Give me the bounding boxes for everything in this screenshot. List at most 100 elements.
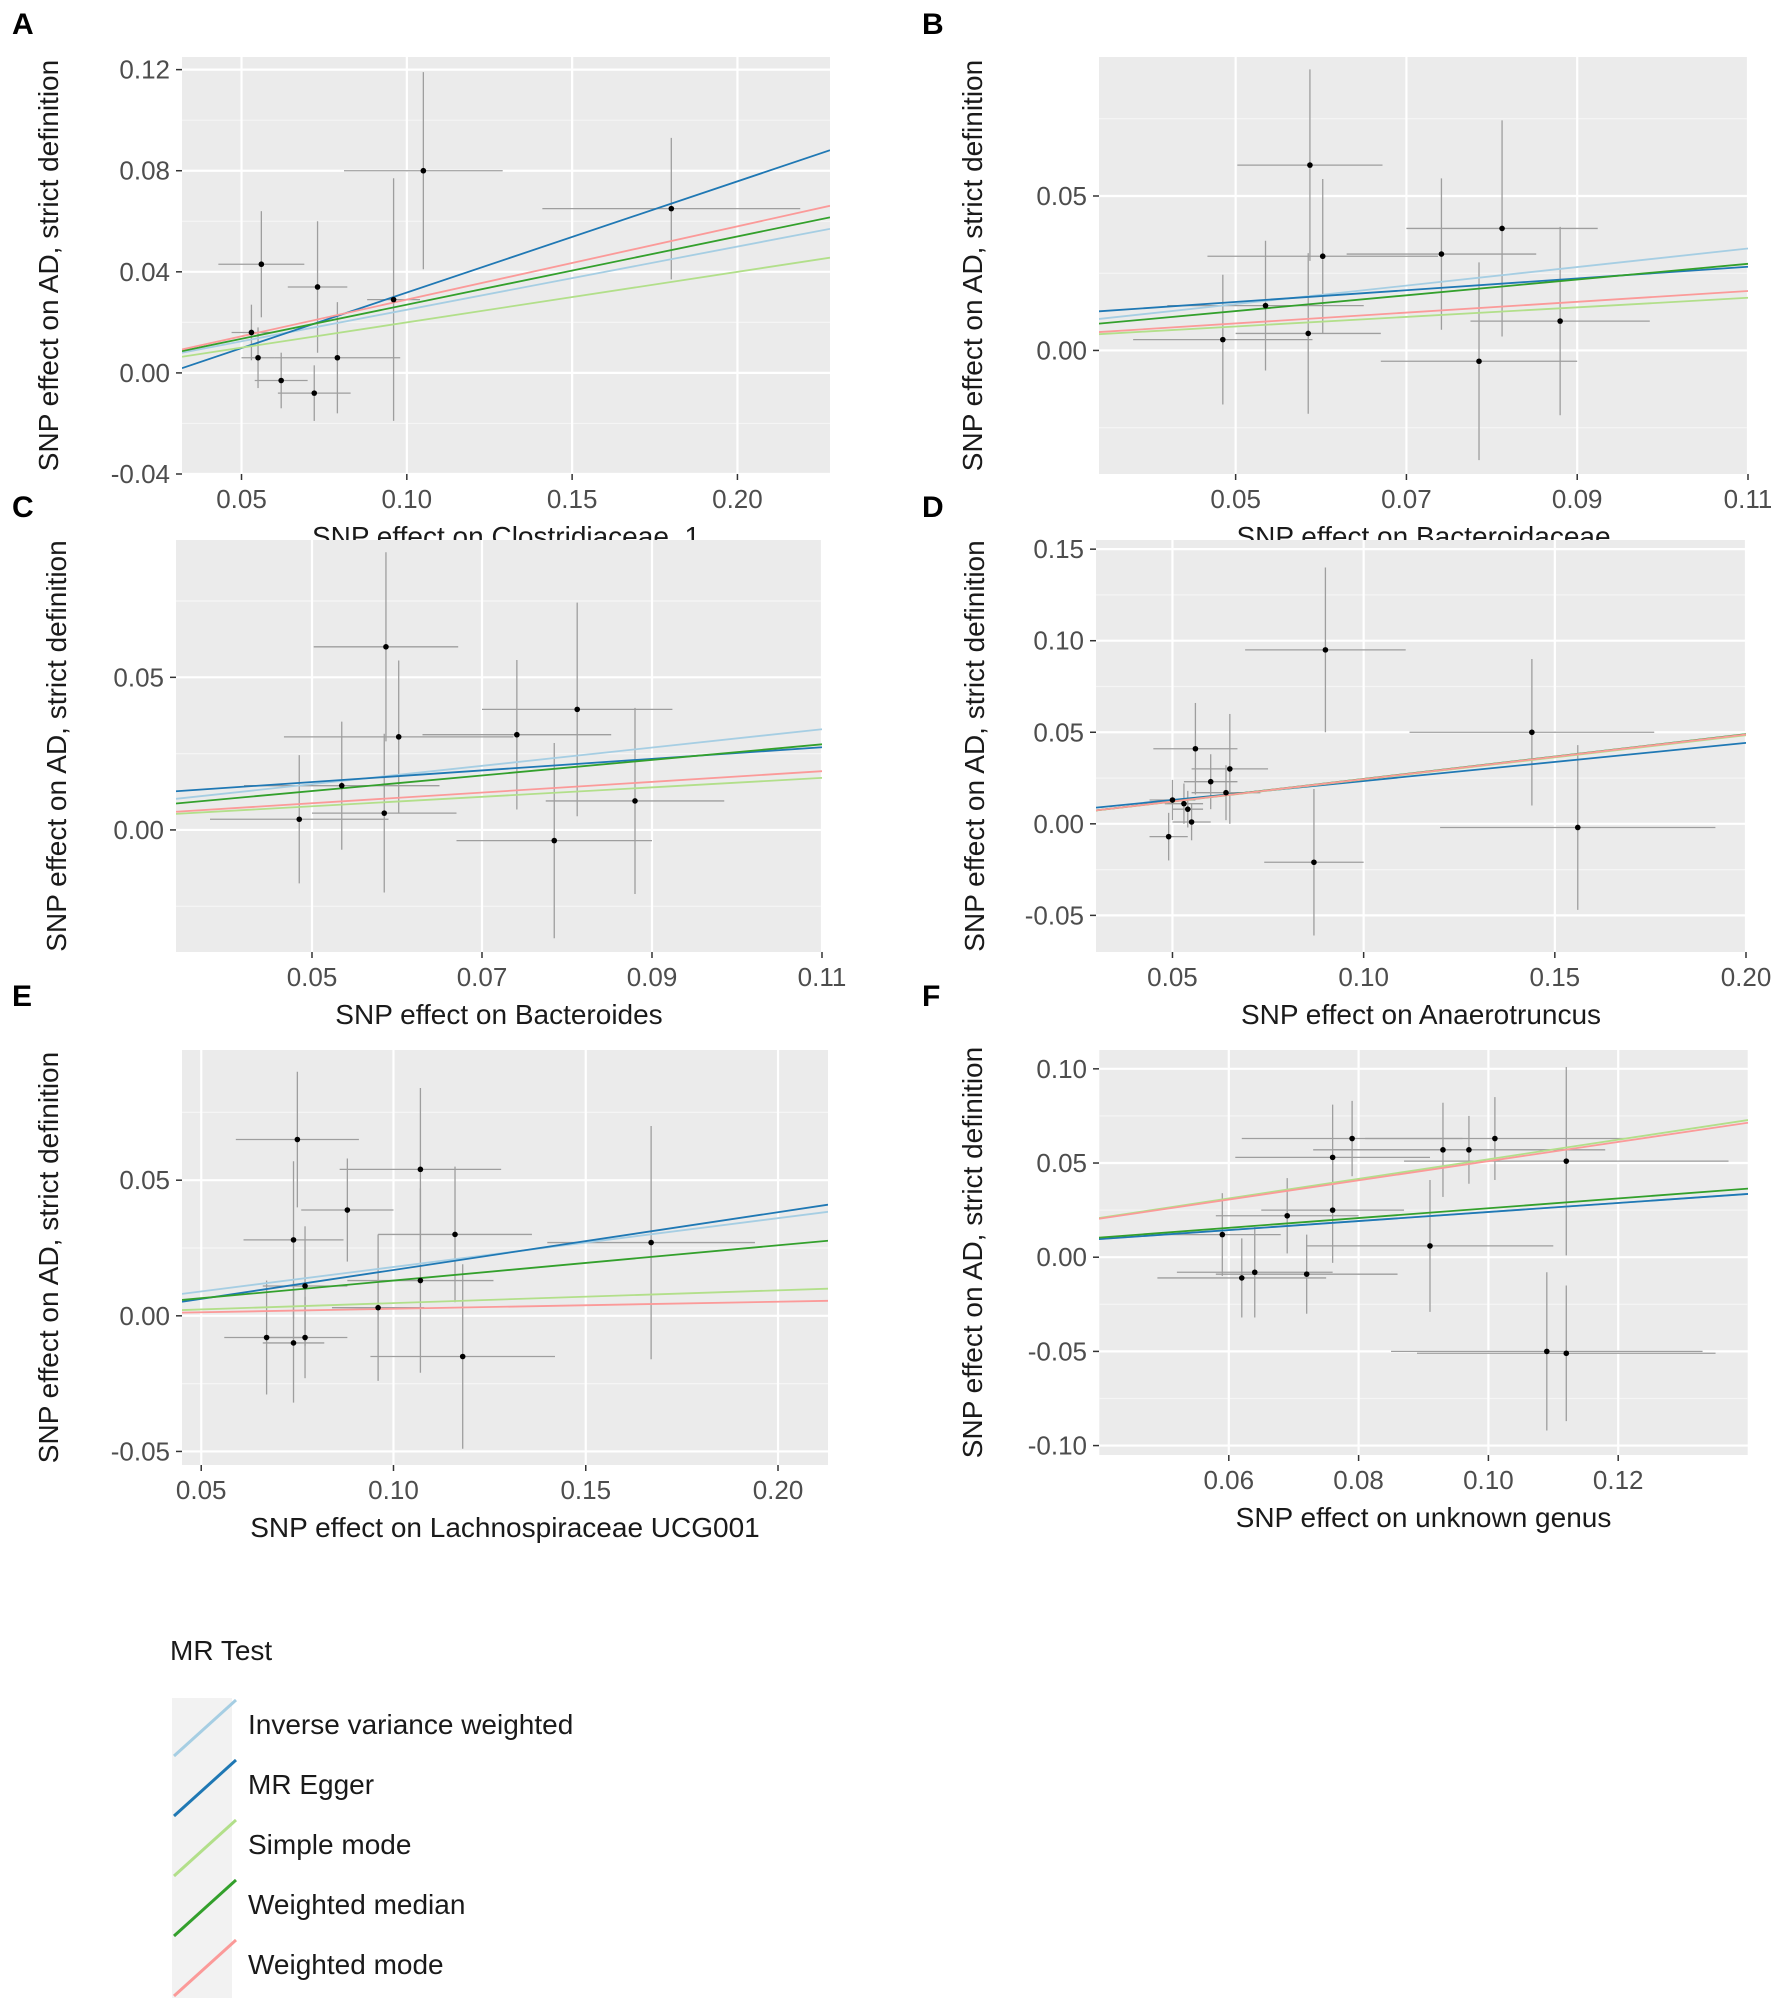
- data-point: [417, 1166, 424, 1173]
- regression-line-mr-egger: [1099, 1193, 1748, 1241]
- x-tick-label: 0.10: [368, 1475, 419, 1505]
- y-tick-label: 0.00: [1036, 335, 1087, 365]
- data-point: [1305, 330, 1312, 337]
- regression-line-weighted-median: [176, 743, 822, 805]
- regression-line-simple-mode: [182, 256, 830, 358]
- x-axis-label: SNP effect on unknown genus: [1236, 1502, 1612, 1533]
- regression-line-weighted-median: [182, 1239, 828, 1301]
- data-point: [1311, 859, 1317, 866]
- legend-key-line: [172, 1938, 238, 1998]
- panel-label: B: [922, 8, 944, 41]
- data-point: [314, 284, 321, 290]
- legend-key: [172, 1878, 238, 1938]
- data-point: [1165, 833, 1172, 840]
- regression-line-weighted-median: [1099, 262, 1748, 325]
- regression-line-simple-mode: [182, 1287, 828, 1311]
- x-tick-label: 0.05: [1210, 484, 1261, 514]
- legend-key-line: [172, 1878, 238, 1938]
- plot-data: [1099, 1066, 1748, 1431]
- data-point: [452, 1231, 458, 1238]
- data-point: [338, 782, 345, 789]
- data-point: [417, 1277, 424, 1284]
- data-point: [375, 1304, 381, 1311]
- data-point: [1466, 1147, 1472, 1153]
- plot-data: [182, 72, 830, 421]
- x-tick-label: 0.09: [1552, 484, 1603, 514]
- regression-line-mr-egger: [182, 149, 830, 370]
- x-tick-label: 0.11: [1724, 484, 1771, 514]
- plot-data: [182, 1071, 828, 1449]
- x-tick-label: 0.20: [712, 484, 763, 514]
- data-point: [278, 377, 284, 384]
- regression-line-mr-egger: [182, 1203, 828, 1303]
- panel-label: D: [922, 491, 944, 524]
- data-point: [1169, 797, 1176, 803]
- y-tick-label: 0.10: [1033, 626, 1084, 656]
- y-tick-label: -0.05: [111, 1436, 170, 1466]
- y-tick-label: 0.00: [113, 815, 164, 845]
- x-tick-label: 0.05: [1147, 962, 1198, 992]
- panel-e: 0.05 0.10 0.15 0.20 -0.05 0.00 0.05 SNP effect …: [12, 980, 828, 1543]
- x-tick-label: 0.07: [1381, 484, 1432, 514]
- data-point: [1492, 1135, 1498, 1142]
- y-tick-label: -0.10: [1028, 1431, 1087, 1461]
- data-point: [255, 354, 261, 361]
- gridlines: [1096, 540, 1746, 952]
- data-point: [302, 1334, 308, 1341]
- regression-line-weighted-mode: [176, 770, 822, 813]
- plot-background: [1099, 57, 1748, 474]
- data-point: [294, 1136, 301, 1143]
- panel-c: 0.05 0.07 0.09 0.11 0.00 0.05 SNP effect on Ba…: [12, 491, 847, 1030]
- data-point: [1219, 1231, 1226, 1238]
- data-point: [248, 329, 255, 336]
- regression-line-weighted-median: [182, 216, 830, 352]
- legend-item-label: Weighted mode: [248, 1949, 444, 1980]
- data-point: [1307, 162, 1313, 168]
- panel-label: F: [922, 980, 940, 1013]
- data-point: [1438, 251, 1445, 257]
- legend-item-label: Simple mode: [248, 1829, 411, 1860]
- data-point: [1192, 745, 1199, 752]
- data-point: [459, 1353, 466, 1360]
- data-point: [1238, 1275, 1245, 1281]
- data-point: [1544, 1348, 1550, 1355]
- data-point: [1188, 819, 1195, 825]
- panels-group: 0.05 0.10 0.15 0.20 -0.04 0.00 0.04 0.08 0.12 SNP…: [12, 8, 1771, 1543]
- x-tick-label: 0.12: [1593, 1465, 1644, 1495]
- data-point: [1329, 1154, 1336, 1161]
- y-axis-label: SNP effect on AD, strict definition: [33, 60, 64, 471]
- data-point: [344, 1207, 351, 1213]
- regression-line-weighted-mode: [182, 1299, 828, 1314]
- x-tick-label: 0.08: [1333, 1465, 1384, 1495]
- plot-background: [182, 57, 830, 474]
- regression-line-weighted-median: [1099, 1187, 1748, 1239]
- x-tick-label: 0.07: [457, 962, 508, 992]
- panel-label: C: [12, 491, 34, 524]
- y-axis-label: SNP effect on AD, strict definition: [957, 1047, 988, 1458]
- data-point: [1557, 318, 1563, 324]
- data-point: [1499, 225, 1505, 232]
- y-tick-label: 0.04: [119, 257, 170, 287]
- y-tick-label: -0.04: [111, 459, 170, 489]
- data-point: [258, 261, 265, 268]
- panel-f: 0.06 0.08 0.10 0.12 -0.10 -0.05 0.00 0.05 0.10 SN…: [922, 980, 1748, 1533]
- data-point: [334, 354, 341, 361]
- x-axis-label: SNP effect on Lachnospiraceae UCG001: [250, 1512, 760, 1543]
- data-point: [383, 644, 389, 650]
- data-point: [1349, 1135, 1355, 1142]
- y-tick-label: 0.00: [119, 1301, 170, 1331]
- data-point: [1284, 1212, 1291, 1219]
- data-point: [551, 837, 558, 844]
- data-point: [1329, 1207, 1336, 1213]
- x-tick-label: 0.11: [798, 962, 847, 992]
- data-point: [1563, 1158, 1570, 1164]
- data-point: [1303, 1271, 1310, 1277]
- legend-item-label: Weighted median: [248, 1889, 465, 1920]
- data-point: [1319, 253, 1326, 260]
- regression-line-inverse-variance-weighted: [176, 728, 822, 800]
- data-point: [290, 1237, 297, 1243]
- y-tick-label: 0.00: [1033, 809, 1084, 839]
- x-tick-label: 0.10: [1338, 962, 1389, 992]
